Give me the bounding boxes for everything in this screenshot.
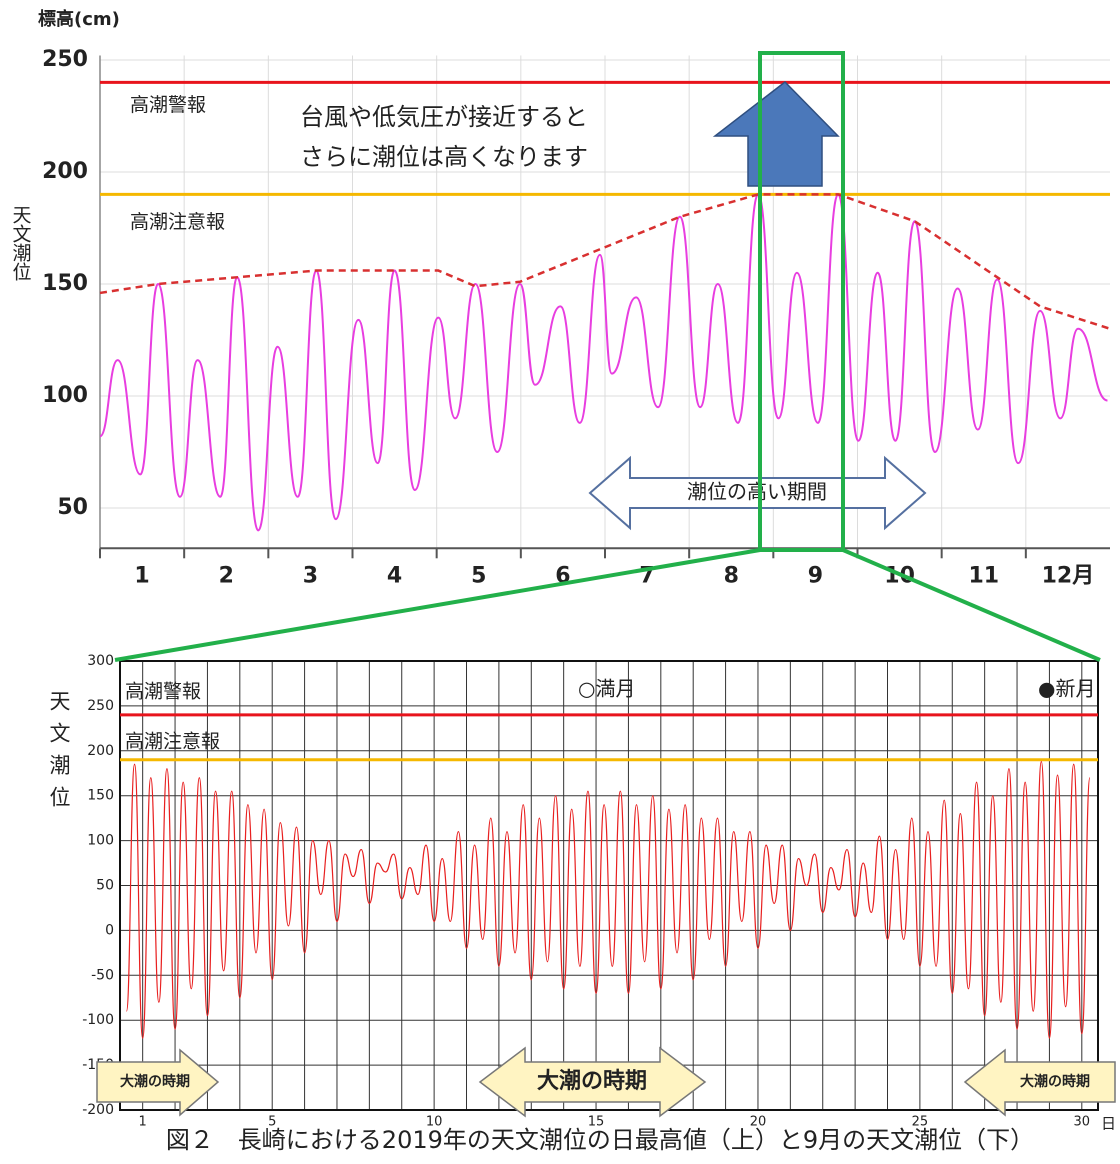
annotation: 台風や低気圧が接近すると (300, 103, 588, 131)
annotation: さらに潮位は高くなります (300, 143, 588, 171)
y-tick-label: 200 (42, 159, 88, 184)
spring-arrow (478, 1046, 707, 1118)
reference-label: 高潮警報 (130, 94, 206, 116)
reference-label: 高潮注意報 (130, 211, 225, 233)
x-axis-label: 日 (1101, 1115, 1116, 1133)
zoom-connector (114, 548, 761, 662)
x-tick-label: 12月 (1042, 563, 1095, 588)
range-arrow (588, 455, 927, 531)
plot-frame (119, 660, 1099, 1111)
y-tick-label: 100 (42, 383, 88, 408)
y-tick-label: -50 (91, 967, 114, 983)
y-tick-label: -100 (82, 1012, 114, 1028)
y-tick-label: 150 (87, 788, 114, 804)
x-tick-label: 15 (588, 1115, 605, 1130)
annotation: 大潮の時期 (120, 1073, 190, 1090)
annotation: 大潮の時期 (537, 1069, 647, 1094)
x-tick-label: 3 (303, 563, 318, 588)
x-tick-label: 5 (268, 1115, 276, 1130)
up-arrow (712, 80, 840, 187)
tide-line (99, 193, 1108, 532)
y-axis-title: 天文潮位 (47, 690, 71, 818)
reference-label: 高潮警報 (125, 680, 201, 702)
annotation: ○満月 (578, 677, 635, 701)
y-tick-label: 0 (105, 922, 114, 938)
x-tick-label: 9 (808, 563, 823, 588)
x-tick-label: 5 (471, 563, 486, 588)
annotation: 潮位の高い期間 (687, 480, 827, 504)
spring-arrow (963, 1048, 1116, 1117)
x-tick-label: 10 (426, 1115, 443, 1130)
x-tick-label: 1 (134, 563, 149, 588)
y-tick-label: 50 (57, 495, 88, 520)
zoom-box (758, 51, 845, 552)
y-tick-label: 50 (96, 878, 114, 894)
y-tick-label: 100 (87, 833, 114, 849)
reference-label: 高潮注意報 (125, 730, 220, 752)
x-tick-label: 20 (750, 1115, 767, 1130)
tide-line (99, 193, 1111, 330)
y-tick-label: -200 (82, 1102, 114, 1118)
x-tick-label: 30 (1074, 1115, 1091, 1130)
y-tick-label: 250 (42, 47, 88, 72)
y-tick-label: 150 (42, 271, 88, 296)
y-tick-label: 200 (87, 743, 114, 759)
spring-arrow (96, 1048, 220, 1117)
y-tick-label: 250 (87, 698, 114, 714)
x-tick-label: 8 (724, 563, 739, 588)
caption: 図２ 長崎における2019年の天文潮位の日最高値（上）と9月の天文潮位（下） (166, 1126, 1034, 1154)
x-tick-label: 1 (139, 1115, 147, 1130)
annotation: 大潮の時期 (1020, 1073, 1090, 1090)
x-tick-label: 4 (387, 563, 402, 588)
x-tick-label: 2 (219, 563, 234, 588)
zoom-connector (842, 548, 1101, 662)
y-tick-label: 300 (87, 653, 114, 669)
y-axis-title: 天文潮位 (10, 205, 32, 281)
y-unit-label: 標高(cm) (38, 8, 120, 30)
x-tick-label: 11 (968, 563, 999, 588)
tide-line (125, 760, 1091, 1039)
annotation: ●新月 (1038, 677, 1095, 701)
x-tick-label: 25 (912, 1115, 929, 1130)
